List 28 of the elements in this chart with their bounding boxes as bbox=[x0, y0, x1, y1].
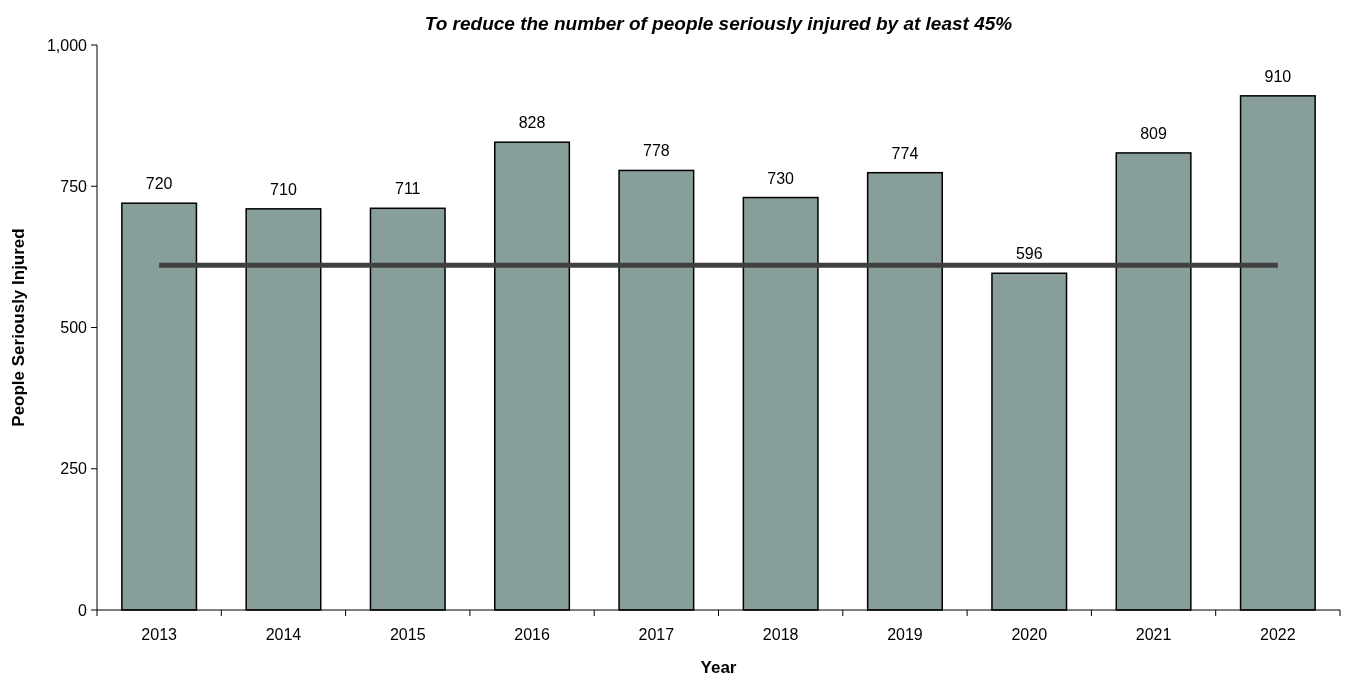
data-label: 720 bbox=[145, 175, 173, 193]
data-label: 710 bbox=[270, 180, 297, 198]
y-tick-label: 750 bbox=[60, 177, 88, 195]
data-label: 730 bbox=[767, 169, 795, 187]
x-tick-label: 2018 bbox=[762, 626, 799, 643]
x-tick-label: 2014 bbox=[265, 626, 302, 643]
data-label: 910 bbox=[1264, 67, 1292, 85]
x-tick-label: 2016 bbox=[514, 626, 550, 643]
chart-title: To reduce the number of people seriously injured by at least 45% bbox=[424, 13, 1013, 34]
data-label: 809 bbox=[1140, 124, 1167, 142]
data-label: 774 bbox=[891, 144, 919, 162]
x-tick-label: 2017 bbox=[638, 626, 675, 643]
y-tick-label: 250 bbox=[60, 460, 88, 478]
data-label: 711 bbox=[394, 180, 421, 198]
y-tick-label: 0 bbox=[78, 601, 88, 619]
x-tick-label: 2019 bbox=[887, 626, 923, 643]
x-tick-label: 2015 bbox=[389, 626, 426, 643]
data-label: 596 bbox=[1015, 245, 1043, 263]
x-axis-title: Year bbox=[700, 658, 737, 677]
x-tick-label: 2020 bbox=[1011, 626, 1048, 643]
y-tick-label: 1,000 bbox=[46, 36, 88, 54]
x-tick-label: 2022 bbox=[1260, 626, 1296, 643]
x-tick-label: 2021 bbox=[1135, 626, 1172, 643]
y-axis-title: People Seriously Injured bbox=[9, 228, 28, 427]
data-label: 778 bbox=[643, 142, 670, 160]
y-tick-label: 500 bbox=[60, 319, 88, 337]
x-tick-label: 2013 bbox=[141, 626, 178, 643]
data-label: 828 bbox=[518, 114, 546, 132]
